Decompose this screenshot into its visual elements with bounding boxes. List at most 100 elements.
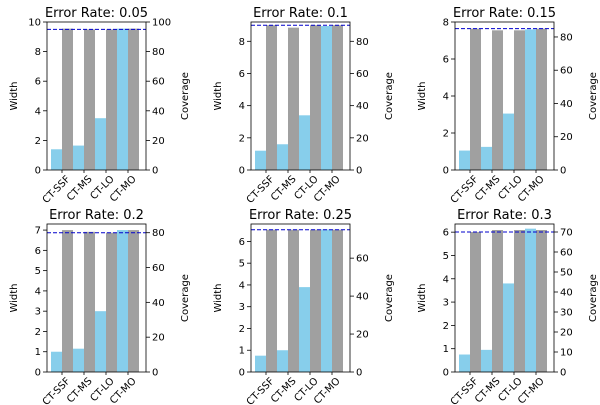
coverage-bar [332,25,343,170]
right-tick-label: 40 [560,99,573,110]
coverage-bar [106,29,117,171]
width-bar [255,355,266,372]
left-tick-label: 3 [35,307,41,318]
category-label: CT-MS [65,376,95,405]
right-tick-label: 80 [356,37,369,48]
left-axis-label: Width [9,81,20,110]
coverage-bar [310,25,321,170]
coverage-bar [288,27,299,171]
chart-panel: Error Rate: 0.201234567020406080CT-SSFCT… [9,208,191,405]
width-bar [525,29,536,171]
coverage-bar [470,28,481,170]
width-bar [277,350,288,372]
panel-title: Error Rate: 0.15 [453,6,556,21]
panel-title: Error Rate: 0.1 [253,6,348,21]
category-label: CT-MS [65,174,95,204]
chart-panel: Error Rate: 0.2501234560204060CT-SSFCT-M… [213,208,395,405]
category-label: CT-MS [269,174,299,204]
left-tick-label: 6 [443,228,449,239]
right-tick-label: 20 [560,328,573,339]
right-tick-label: 50 [560,268,573,279]
category-label: CT-SSF [449,174,481,206]
panel-title: Error Rate: 0.2 [49,208,144,223]
coverage-bar [128,28,139,170]
left-tick-label: 6 [35,246,41,257]
coverage-bar [62,28,73,170]
left-tick-label: 4 [239,101,245,112]
coverage-bar [492,30,503,171]
category-label: CT-MS [473,174,503,204]
coverage-bar [266,25,277,170]
right-tick-label: 10 [560,348,573,359]
category-label: CT-SSF [41,174,73,206]
right-tick-label: 40 [356,101,369,112]
width-bar [73,145,84,170]
left-tick-label: 4 [239,280,245,291]
right-tick-label: 40 [560,288,573,299]
right-axis-label: Coverage [384,274,395,322]
width-bar [117,28,128,170]
right-tick-label: 0 [152,368,158,379]
coverage-bar [106,232,117,372]
right-tick-label: 80 [560,32,573,43]
left-axis-label: Width [9,283,20,312]
coverage-bar [62,230,73,372]
width-bar [481,146,492,170]
left-tick-label: 4 [35,286,41,297]
left-tick-label: 6 [443,55,449,66]
right-tick-label: 100 [152,18,171,29]
right-tick-label: 60 [152,263,165,274]
left-tick-label: 4 [35,106,41,117]
right-tick-label: 30 [560,308,573,319]
right-tick-label: 20 [152,136,165,147]
left-tick-label: 6 [35,77,41,88]
width-bar [299,287,310,372]
coverage-bar [536,230,547,372]
chart-panel: Error Rate: 0.102468020406080CT-SSFCT-MS… [213,6,395,206]
left-axis-label: Width [417,81,428,110]
category-label: CT-MS [473,376,503,405]
left-tick-label: 10 [28,18,41,29]
left-axis-label: Width [417,283,428,312]
left-tick-label: 8 [443,18,449,29]
width-bar [459,354,470,372]
coverage-bar [470,232,481,372]
right-tick-label: 40 [152,106,165,117]
plot-frame [454,223,555,373]
left-tick-label: 6 [239,69,245,80]
coverage-bar [514,30,525,171]
right-tick-label: 0 [560,166,566,177]
left-tick-label: 7 [35,226,41,237]
left-tick-label: 2 [443,129,449,140]
left-tick-label: 0 [35,166,41,177]
right-tick-label: 80 [152,228,165,239]
width-bar [95,118,106,170]
right-axis-label: Coverage [588,72,599,120]
coverage-bar [332,229,343,372]
right-tick-label: 40 [356,292,369,303]
width-bar [481,349,492,372]
right-tick-label: 60 [560,66,573,77]
right-tick-label: 20 [152,333,165,344]
left-tick-label: 0 [443,368,449,379]
left-tick-label: 2 [35,136,41,147]
right-axis-label: Coverage [180,72,191,120]
left-axis-label: Width [213,81,224,110]
right-tick-label: 70 [560,228,573,239]
right-axis-label: Coverage [384,72,395,120]
left-tick-label: 1 [239,346,245,357]
width-bar [95,311,106,372]
right-tick-label: 20 [356,133,369,144]
width-bar [299,115,310,170]
left-tick-label: 0 [443,166,449,177]
coverage-bar [536,28,547,170]
coverage-bar [492,230,503,372]
coverage-bar [84,231,95,372]
chart-panel: Error Rate: 0.30123456010203040506070CT-… [417,208,599,405]
width-bar [321,229,332,372]
left-tick-label: 2 [239,324,245,335]
panel-title: Error Rate: 0.25 [249,208,352,223]
right-tick-label: 80 [152,47,165,58]
plot-frame [46,21,147,171]
